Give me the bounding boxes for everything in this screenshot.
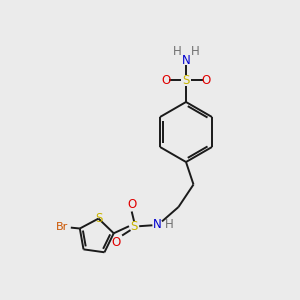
Text: H: H	[172, 45, 182, 58]
Text: O: O	[112, 236, 121, 249]
Text: N: N	[153, 218, 162, 232]
Text: O: O	[202, 74, 211, 87]
Text: S: S	[130, 220, 138, 233]
Text: S: S	[95, 212, 102, 225]
Text: O: O	[161, 74, 170, 87]
Text: H: H	[165, 218, 174, 231]
Text: N: N	[182, 54, 190, 68]
Text: O: O	[127, 198, 136, 212]
Text: Br: Br	[56, 222, 68, 232]
Text: H: H	[190, 45, 200, 58]
Text: S: S	[182, 74, 190, 87]
